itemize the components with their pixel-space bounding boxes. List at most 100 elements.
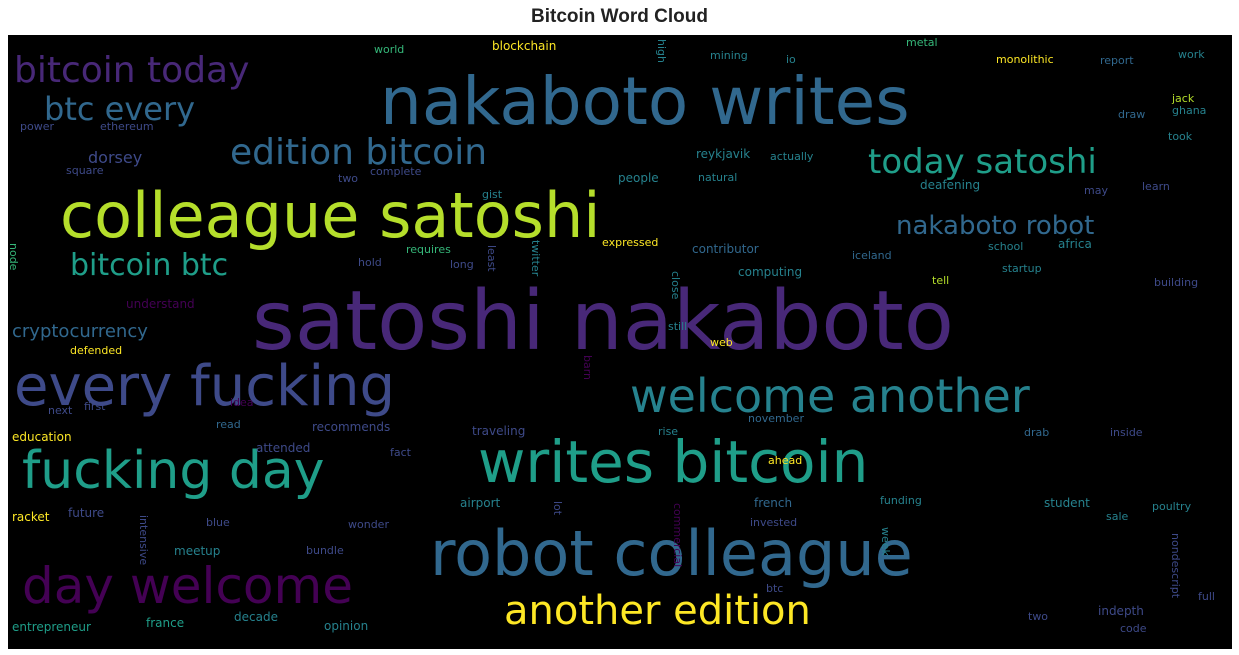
word-contributor: contributor — [692, 242, 759, 256]
word-future: future — [68, 506, 105, 520]
word-bitcoin-today: bitcoin today — [14, 50, 250, 91]
word-startup: startup — [1002, 262, 1042, 275]
word-welcome-another: welcome another — [630, 369, 1030, 423]
word-understand: understand — [126, 297, 195, 311]
word-wonder: wonder — [348, 518, 389, 531]
word-actually: actually — [770, 150, 814, 163]
word-satoshi-nakaboto: satoshi nakaboto — [252, 274, 954, 369]
word-today-satoshi: today satoshi — [868, 142, 1097, 182]
word-bitcoin-btc: bitcoin btc — [70, 248, 229, 283]
word-rise: rise — [658, 425, 679, 438]
word-decade: decade — [234, 610, 278, 624]
chart-title: Bitcoin Word Cloud — [531, 6, 708, 27]
word-twitter: twitter — [529, 240, 542, 277]
word-work: work — [1178, 48, 1205, 61]
word-requires: requires — [406, 243, 451, 256]
word-first: first — [84, 400, 106, 413]
word-reykjavik: reykjavik — [696, 147, 751, 161]
word-gist: gist — [482, 188, 503, 201]
word-draw: draw — [1118, 108, 1146, 121]
word-cryptocurrency: cryptocurrency — [12, 321, 148, 342]
word-metal: metal — [906, 36, 938, 49]
word-monolithic: monolithic — [996, 53, 1054, 66]
word-complete: complete — [370, 165, 422, 178]
word-bundle: bundle — [306, 544, 344, 557]
word-code: code — [1120, 622, 1147, 635]
word-still: still — [668, 320, 688, 333]
word-may: may — [1084, 184, 1108, 197]
word-world: world — [374, 43, 405, 56]
word-long: long — [450, 258, 474, 271]
word-attended: attended — [256, 441, 311, 455]
word-robot-colleague: robot colleague — [430, 517, 913, 590]
word-web: web — [710, 336, 733, 349]
word-node: node — [8, 243, 20, 271]
word-meetup: meetup — [174, 544, 221, 558]
word-airport: airport — [460, 496, 501, 510]
word-people: people — [618, 171, 659, 185]
word-sale: sale — [1106, 510, 1129, 523]
word-least: least — [485, 245, 498, 272]
word-blockchain: blockchain — [492, 39, 557, 53]
word-opinion: opinion — [324, 619, 369, 633]
word-africa: africa — [1058, 237, 1092, 251]
word-natural: natural — [698, 171, 738, 184]
word-computing: computing — [738, 265, 803, 279]
word-iceland: iceland — [852, 249, 892, 262]
word-student: student — [1044, 496, 1090, 510]
word-traveling: traveling — [472, 424, 526, 438]
word-poultry: poultry — [1152, 500, 1192, 513]
word-expressed: expressed — [602, 236, 659, 249]
word-barn: barn — [581, 355, 594, 381]
word-lot: lot — [551, 501, 564, 516]
word-invested: invested — [750, 516, 798, 529]
word-fucking-day: fucking day — [22, 441, 325, 501]
word-another-edition: another edition — [504, 588, 811, 634]
word-took: took — [1168, 130, 1193, 143]
word-commercial: commercial — [671, 503, 684, 568]
word-next: next — [48, 404, 73, 417]
word-indepth: indepth — [1098, 604, 1144, 618]
word-btc-small: btc — [766, 582, 784, 595]
word-tell: tell — [932, 274, 950, 287]
word-intensive: intensive — [137, 515, 150, 566]
word-recommends: recommends — [312, 420, 391, 434]
word-ethereum: ethereum — [100, 120, 154, 133]
word-france: france — [146, 616, 185, 630]
word-io: io — [786, 53, 796, 66]
word-hold: hold — [358, 256, 382, 269]
word-november: november — [748, 412, 804, 425]
word-read: read — [216, 418, 241, 431]
word-cloud: satoshi nakaboto nakaboto writes colleag… — [8, 35, 1232, 649]
word-square: square — [66, 164, 104, 177]
word-jack: jack — [1172, 92, 1195, 105]
word-building: building — [1154, 276, 1199, 289]
word-colleague-satoshi: colleague satoshi — [60, 179, 601, 252]
word-blue: blue — [206, 516, 230, 529]
word-school: school — [988, 240, 1024, 253]
word-defended: defended — [70, 344, 123, 357]
word-inside: inside — [1110, 426, 1143, 439]
word-education: education — [12, 430, 72, 444]
word-drab: drab — [1024, 426, 1050, 439]
word-every-fucking: every fucking — [14, 354, 396, 419]
word-full: full — [1198, 590, 1215, 603]
word-learn: learn — [1142, 180, 1170, 193]
word-report: report — [1100, 54, 1134, 67]
word-french: french — [754, 496, 793, 510]
word-fact: fact — [390, 446, 411, 459]
word-high: high — [655, 39, 668, 63]
word-btc-every: btc every — [44, 90, 196, 128]
word-racket: racket — [12, 510, 50, 524]
word-week: week — [879, 527, 892, 556]
word-nondescript: nondescript — [1169, 533, 1182, 599]
word-ahead: ahead — [768, 454, 803, 467]
word-day-welcome: day welcome — [22, 557, 353, 615]
word-close: close — [669, 271, 682, 300]
word-mining: mining — [710, 49, 748, 62]
word-writes-bitcoin: writes bitcoin — [478, 428, 869, 496]
word-edition-bitcoin: edition bitcoin — [230, 132, 488, 173]
word-deafening: deafening — [920, 178, 981, 192]
word-idea: idea — [230, 396, 254, 409]
word-ghana: ghana — [1172, 104, 1207, 117]
